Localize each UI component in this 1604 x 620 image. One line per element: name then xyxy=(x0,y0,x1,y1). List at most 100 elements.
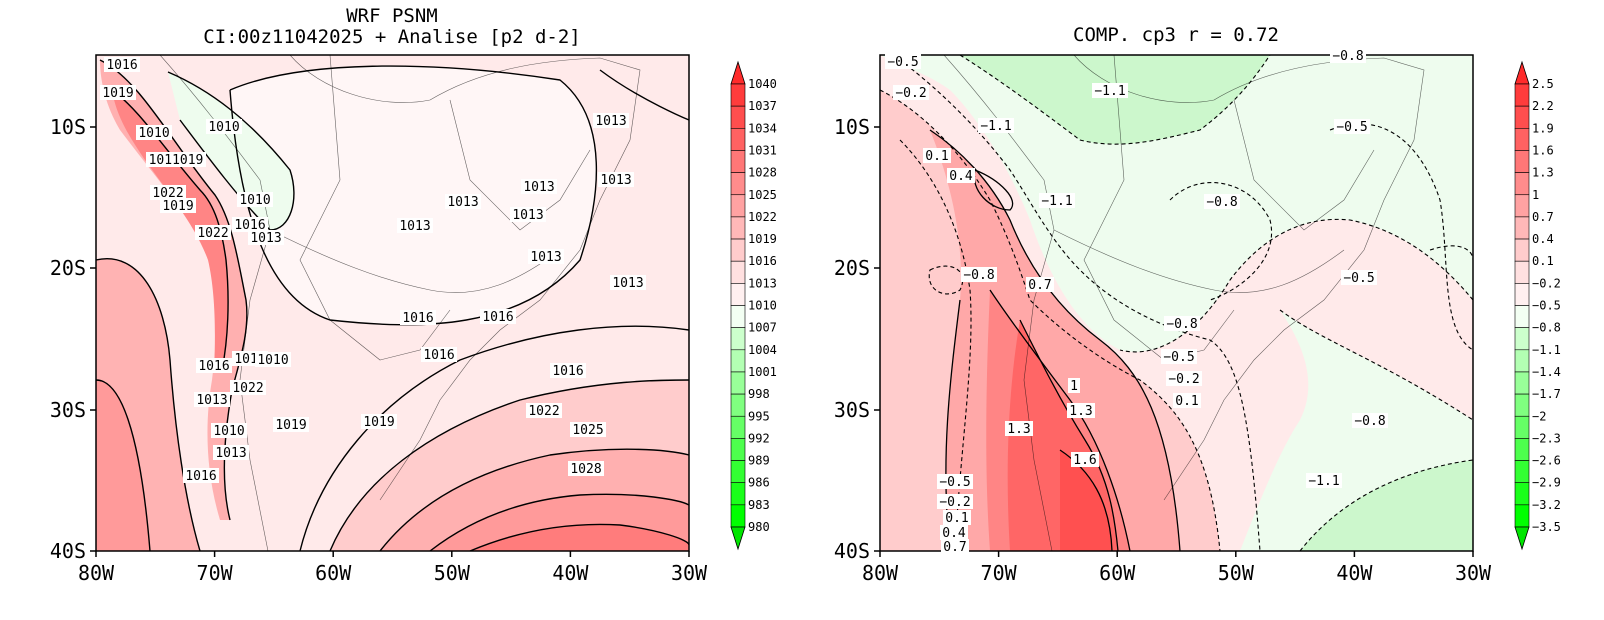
left-colorbar-swatch xyxy=(730,438,746,461)
right-colorbar-swatch xyxy=(1514,172,1530,196)
left-y-tick: 20S xyxy=(50,256,86,280)
right-contour-label-bg xyxy=(947,168,975,183)
right-contour-label: −0.2 xyxy=(1168,372,1199,387)
left-contour-label: 1022 xyxy=(528,404,559,419)
left-colorbar-label: 980 xyxy=(748,520,770,534)
right-contour-label-bg xyxy=(943,510,971,525)
left-colorbar-label: 1013 xyxy=(748,276,777,290)
left-contour-label-bg xyxy=(136,125,172,140)
right-colorbar-swatch xyxy=(1514,349,1530,373)
right-map-frame xyxy=(879,54,1474,552)
left-contour-label-bg xyxy=(160,198,196,213)
left-contour-label-bg xyxy=(526,403,562,418)
left-title-line2: CI:00z11042025 + Analise [p2 d-2] xyxy=(203,26,581,48)
left-x-tick: 30W xyxy=(671,561,708,585)
right-contour-label: −0.8 xyxy=(1166,317,1197,332)
left-contour-label: 1016 xyxy=(106,58,137,73)
right-colorbar-swatch xyxy=(1514,482,1530,506)
left-contour-label-bg xyxy=(550,363,586,378)
left-contour-label-bg xyxy=(206,119,242,134)
left-colorbar-label: 1025 xyxy=(748,188,777,202)
left-contour-label-bg xyxy=(610,275,646,290)
right-colorbar-label: 1.3 xyxy=(1532,166,1554,180)
left-contour-label-bg xyxy=(528,249,564,264)
right-contour-label: −1.1 xyxy=(1094,84,1125,99)
right-colorbar-label: −1.4 xyxy=(1532,365,1561,379)
right-colorbar-label: 0.1 xyxy=(1532,254,1554,268)
right-x-tick: 40W xyxy=(1336,561,1373,585)
right-contour-label-bg xyxy=(1204,194,1240,209)
right-contour-label-bg xyxy=(1005,421,1033,436)
left-colorbar-label: 1022 xyxy=(748,210,777,224)
left-contour-label: 1010 xyxy=(213,424,244,439)
left-colorbar-swatch xyxy=(730,83,746,107)
left-panel: WRF PSNM CI:00z11042025 + Analise [p2 d-… xyxy=(50,5,777,585)
left-colorbar-arrow-top xyxy=(730,60,746,85)
left-contour-label-bg xyxy=(213,445,249,460)
right-contour-label: −0.5 xyxy=(939,475,970,490)
left-contour-label: 1013 xyxy=(447,195,478,210)
left-contour-label: 1013 xyxy=(512,208,543,223)
right-contour-label-bg xyxy=(885,54,921,69)
right-contour-label-bg xyxy=(1161,349,1197,364)
left-contour-label-bg xyxy=(100,85,136,100)
left-title-line1: WRF PSNM xyxy=(346,5,438,27)
right-contour-label: −1.1 xyxy=(1308,474,1339,489)
left-contour-label-bg xyxy=(521,179,557,194)
left-colorbar-arrow-bottom xyxy=(730,526,746,551)
left-colorbar-label: 998 xyxy=(748,387,770,401)
left-contour-label: 1013 xyxy=(530,250,561,265)
left-contour-label-bg xyxy=(510,207,546,222)
right-colorbar-label: −0.5 xyxy=(1532,299,1561,313)
right-contour-label: −0.2 xyxy=(895,86,926,101)
left-contour-label: 1016 xyxy=(402,311,433,326)
right-colorbar-swatch xyxy=(1514,83,1530,107)
left-contour-label: 1016 xyxy=(423,348,454,363)
left-contour-label: 1016 xyxy=(552,364,583,379)
right-contour-label: 1.3 xyxy=(1069,404,1092,419)
right-x-tick: 30W xyxy=(1455,561,1492,585)
left-contour-label: 1019 xyxy=(102,86,133,101)
right-title: COMP. cp3 r = 0.72 xyxy=(1073,24,1279,46)
right-contour-label-bg xyxy=(893,85,929,100)
right-contour-label-bg xyxy=(1352,413,1388,428)
right-contour-label-bg xyxy=(1068,378,1080,393)
right-contour-label-bg xyxy=(937,494,973,509)
right-contour-label: −1.1 xyxy=(980,119,1011,134)
left-x-tick: 60W xyxy=(315,561,352,585)
right-contour-label-bg xyxy=(1166,371,1202,386)
right-x-tick: 60W xyxy=(1099,561,1136,585)
left-colorbar-label: 1019 xyxy=(748,232,777,246)
left-contour-label: 1013 xyxy=(523,180,554,195)
left-contour-label-bg xyxy=(194,392,230,407)
right-x-tick: 50W xyxy=(1218,561,1255,585)
right-colorbar-swatch xyxy=(1514,150,1530,173)
left-colorbar-label: 1028 xyxy=(748,166,777,180)
right-colorbar-swatch xyxy=(1514,105,1530,129)
left-contour-label: 1025 xyxy=(572,423,603,438)
left-contour-label-bg xyxy=(211,423,247,438)
left-contour-label-bg xyxy=(361,414,397,429)
right-contour-label: −0.5 xyxy=(1343,271,1374,286)
left-colorbar-label: 983 xyxy=(748,498,770,512)
left-colorbar-label: 1031 xyxy=(748,143,777,157)
left-colorbar-label: 995 xyxy=(748,409,770,423)
right-contour-label: 0.1 xyxy=(1175,394,1198,409)
right-contour-label-bg xyxy=(978,118,1014,133)
left-contour-label-bg xyxy=(255,352,291,367)
right-contour-label-bg xyxy=(1334,119,1370,134)
left-contour-label: 1010 xyxy=(208,120,239,135)
left-colorbar-swatch xyxy=(730,216,746,240)
left-contour-label-bg xyxy=(400,310,436,325)
left-contour-label-bg xyxy=(570,422,606,437)
left-colorbar-swatch xyxy=(730,172,746,196)
left-colorbar-swatch xyxy=(730,371,746,395)
left-colorbar-swatch xyxy=(730,349,746,373)
left-colorbar-swatch xyxy=(730,415,746,439)
right-contour-label: −0.2 xyxy=(939,495,970,510)
right-contour-label: 1.6 xyxy=(1073,453,1096,468)
right-colorbar-label: −2.9 xyxy=(1532,476,1561,490)
left-contour-label: 1016 xyxy=(482,310,513,325)
left-contour-label: 1019 xyxy=(363,415,394,430)
left-colorbar-label: 1016 xyxy=(748,254,777,268)
